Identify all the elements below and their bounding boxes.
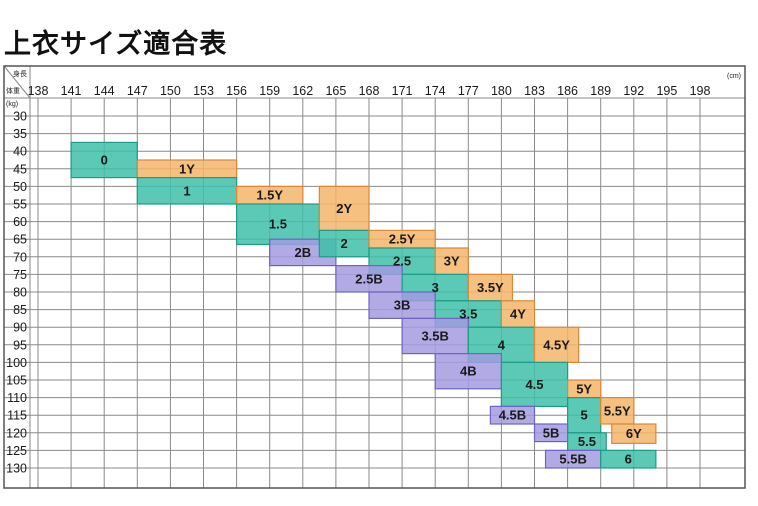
size-label-4-5: 4.5 xyxy=(525,377,543,392)
size-region-1-5 xyxy=(236,203,320,246)
x-tick-label: 192 xyxy=(623,84,644,98)
size-label-4-5y: 4.5Y xyxy=(543,337,570,352)
size-label-5-5: 5.5 xyxy=(578,434,596,449)
size-label-4-5b: 4.5B xyxy=(499,408,526,423)
x-tick-label: 174 xyxy=(425,84,446,98)
x-tick-label: 144 xyxy=(94,84,115,98)
size-region-1 xyxy=(136,177,238,205)
size-region-0 xyxy=(70,141,138,179)
size-label-1: 1 xyxy=(183,183,190,198)
y-tick-label: 90 xyxy=(13,321,27,335)
size-label-1y: 1Y xyxy=(179,161,195,176)
size-label-3y: 3Y xyxy=(444,254,460,269)
y-tick-label: 30 xyxy=(13,110,27,124)
size-label-3-5y: 3.5Y xyxy=(477,280,504,295)
x-tick-label: 156 xyxy=(226,84,247,98)
size-label-2: 2 xyxy=(341,236,348,251)
x-tick-label: 165 xyxy=(325,84,346,98)
size-label-3-5: 3.5 xyxy=(459,307,477,322)
y-tick-label: 65 xyxy=(13,233,27,247)
size-region-4-5b xyxy=(489,405,536,425)
x-tick-label: 159 xyxy=(259,84,280,98)
size-region-4y xyxy=(500,300,536,328)
x-tick-label: 180 xyxy=(491,84,512,98)
x-tick-label: 168 xyxy=(359,84,380,98)
size-label-2-5y: 2.5Y xyxy=(389,232,416,247)
y-tick-label: 110 xyxy=(7,391,27,405)
size-label-2b: 2B xyxy=(294,245,311,260)
x-tick-label: 138 xyxy=(28,84,49,98)
size-region-3y xyxy=(434,247,469,275)
page-title: 上衣サイズ適合表 xyxy=(4,29,228,59)
corner-diagonal xyxy=(3,65,31,99)
size-label-5y: 5Y xyxy=(576,381,592,396)
x-tick-label: 177 xyxy=(458,84,479,98)
y-axis-unit: (kg) xyxy=(6,101,18,108)
size-region-5-5y xyxy=(600,397,635,425)
y-axis-label: 体重 xyxy=(6,86,20,95)
x-tick-label: 198 xyxy=(690,84,711,98)
size-region-4b xyxy=(434,353,503,390)
x-axis-label: 身長 xyxy=(13,69,27,78)
y-tick-label: 130 xyxy=(6,462,27,476)
size-region-6y xyxy=(611,423,657,444)
size-label-2-5: 2.5 xyxy=(393,254,411,269)
y-tick-label: 50 xyxy=(13,180,27,194)
x-tick-label: 189 xyxy=(590,84,611,98)
size-label-0: 0 xyxy=(101,153,108,168)
chart-axes: 138 141 144 147 150 153 156 159 162 165 168 171 174 1… xyxy=(3,65,746,489)
x-tick-label: 183 xyxy=(524,84,545,98)
size-label-5-5y: 5.5Y xyxy=(604,403,631,418)
size-label-4b: 4B xyxy=(460,364,477,379)
y-tick-label: 85 xyxy=(13,303,27,317)
x-tick-label: 147 xyxy=(127,84,148,98)
size-label-3b: 3B xyxy=(394,298,411,313)
x-tick-label: 150 xyxy=(160,84,181,98)
size-label-6y: 6Y xyxy=(626,426,642,441)
size-region-4-5y xyxy=(533,326,580,364)
size-label-4y: 4Y xyxy=(510,307,526,322)
x-tick-label: 153 xyxy=(193,84,214,98)
y-tick-label: 80 xyxy=(13,286,27,300)
x-tick-label: 141 xyxy=(61,84,82,98)
size-region-2-5b xyxy=(335,265,403,293)
size-label-5b: 5B xyxy=(543,425,560,440)
size-label-1-5: 1.5 xyxy=(269,217,287,232)
size-label-5: 5 xyxy=(581,408,588,423)
y-tick-label: 95 xyxy=(13,338,27,352)
size-label-3-5b: 3.5B xyxy=(421,329,448,344)
x-tick-label: 195 xyxy=(656,84,677,98)
size-label-1-5y: 1.5Y xyxy=(256,188,283,203)
chart-frame xyxy=(3,65,746,489)
x-tick-label: 171 xyxy=(392,84,413,98)
size-label-2y: 2Y xyxy=(336,201,352,216)
y-tick-label: 70 xyxy=(13,250,27,264)
y-tick-label: 35 xyxy=(13,127,27,141)
size-region-6 xyxy=(600,449,657,469)
size-label-3: 3 xyxy=(432,280,439,295)
size-region-3-5b xyxy=(401,317,469,355)
y-tick-label: 55 xyxy=(13,198,27,212)
y-tick-label: 75 xyxy=(13,268,27,282)
size-region-labels: 0 1Y 1 1.5Y 1.5 2Y 2B 2 2.5Y 2.5 2.5B 3Y 3 3.5Y 3B 3.5 4… xyxy=(101,153,642,467)
y-tick-label: 45 xyxy=(13,162,27,176)
size-label-6: 6 xyxy=(625,452,632,467)
y-tick-label: 120 xyxy=(6,426,27,440)
size-regions xyxy=(70,141,657,469)
size-label-5-5b: 5.5B xyxy=(559,452,586,467)
y-tick-label: 115 xyxy=(7,409,27,423)
y-tick-label: 105 xyxy=(6,374,27,388)
x-tick-label: 186 xyxy=(557,84,578,98)
y-tick-label: 100 xyxy=(6,356,27,370)
x-tick-label: 162 xyxy=(292,84,313,98)
size-label-2-5b: 2.5B xyxy=(355,271,382,286)
y-tick-label: 125 xyxy=(6,444,27,458)
y-tick-label: 60 xyxy=(13,215,27,229)
size-label-4: 4 xyxy=(498,337,506,352)
y-tick-label: 40 xyxy=(13,145,27,159)
x-axis-unit: (cm) xyxy=(727,73,741,80)
